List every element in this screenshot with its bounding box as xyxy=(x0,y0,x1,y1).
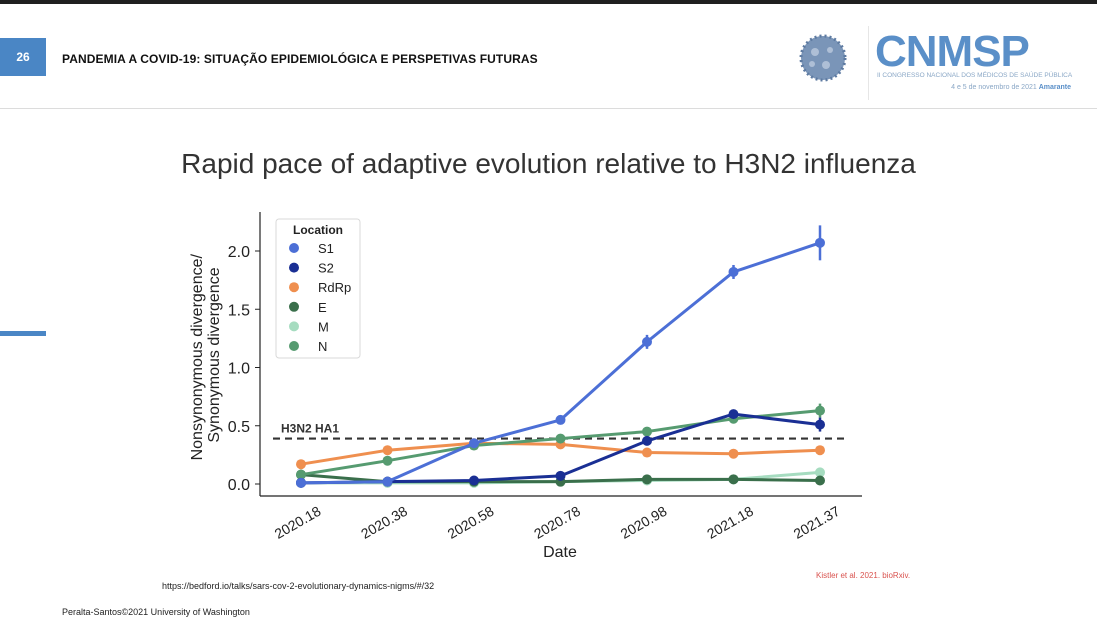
logo-date: 4 e 5 de novembro de 2021 Amarante xyxy=(951,84,1071,91)
data-point-s2 xyxy=(642,435,652,446)
data-point-n xyxy=(382,455,393,466)
data-point-rdrp xyxy=(382,445,393,456)
data-point-s1 xyxy=(296,477,306,488)
data-point-s1 xyxy=(469,438,479,449)
data-point-e xyxy=(642,474,652,485)
data-point-rdrp xyxy=(815,445,825,456)
logo-text: CNMSP xyxy=(875,27,1030,76)
data-point-s2 xyxy=(555,470,566,481)
cnmsp-logo: CNMSP II CONGRESSO NACIONAL DOS MÉDICOS … xyxy=(868,26,1077,100)
data-point-e xyxy=(728,474,739,485)
series-rdrp xyxy=(296,438,825,470)
slide-number: 26 xyxy=(0,38,46,76)
source-url[interactable]: https://bedford.io/talks/sars-cov-2-evol… xyxy=(162,581,435,591)
legend-label-n: N xyxy=(318,339,327,354)
x-axis-label: Date xyxy=(543,544,577,561)
legend-marker-e xyxy=(289,301,299,312)
x-tick-label: 2020.58 xyxy=(445,503,497,542)
x-tick-label: 2020.98 xyxy=(618,503,670,542)
logo-subtitle: II CONGRESSO NACIONAL DOS MÉDICOS DE SAÚ… xyxy=(877,72,1073,79)
data-point-s2 xyxy=(728,409,739,420)
data-point-n xyxy=(815,405,825,416)
legend-label-s1: S1 xyxy=(318,241,334,256)
legend-marker-n xyxy=(289,341,299,351)
data-point-e xyxy=(815,475,825,486)
data-point-s2 xyxy=(469,475,479,486)
legend-label-s2: S2 xyxy=(318,261,334,276)
data-point-s1 xyxy=(728,266,739,277)
header-divider xyxy=(0,108,1097,109)
data-point-rdrp xyxy=(296,459,306,470)
y-tick-label: 1.0 xyxy=(228,361,250,378)
x-tick-label: 2020.38 xyxy=(358,503,410,542)
legend-label-rdrp: RdRp xyxy=(318,280,351,295)
x-tick-label: 2020.78 xyxy=(531,503,583,542)
data-point-s1 xyxy=(815,237,825,248)
data-point-m xyxy=(815,467,825,478)
legend-marker-s2 xyxy=(289,262,299,273)
data-point-s1 xyxy=(382,476,393,487)
chart-legend: Location S1 S2 RdRp EMN xyxy=(275,218,361,359)
x-tick-label: 2020.18 xyxy=(272,503,324,542)
data-point-rdrp xyxy=(728,448,739,459)
y-tick-label: 2.0 xyxy=(228,244,250,261)
data-point-n xyxy=(296,469,306,480)
y-tick-label: 0.0 xyxy=(228,477,250,494)
data-point-n xyxy=(642,426,652,437)
data-point-n xyxy=(555,433,566,444)
slide-title: Rapid pace of adaptive evolution relativ… xyxy=(181,148,916,179)
top-bar xyxy=(0,0,1097,4)
y-axis-label: Nonsynonymous divergence/ Synonymous div… xyxy=(189,250,223,461)
legend-label-m: M xyxy=(318,319,329,334)
legend-marker-s1 xyxy=(289,243,299,253)
data-point-s2 xyxy=(815,419,825,430)
legend-title: Location xyxy=(293,223,343,237)
y-tick-label: 1.5 xyxy=(228,302,250,319)
legend-marker-rdrp xyxy=(289,282,299,293)
data-point-rdrp xyxy=(642,447,652,458)
data-point-s1 xyxy=(642,336,652,347)
y-axis-label-line-1: Nonsynonymous divergence/ xyxy=(189,254,206,461)
legend-marker-m xyxy=(289,321,299,332)
legend-label-e: E xyxy=(318,300,327,315)
y-tick-label: 0.5 xyxy=(228,419,250,436)
header-title: PANDEMIA A COVID-19: SITUAÇÃO EPIDEMIOLÓ… xyxy=(62,52,538,66)
y-axis-label-line-2: Synonymous divergence xyxy=(206,267,223,442)
x-tick-label: 2021.18 xyxy=(704,503,756,542)
citation: Kistler et al. 2021. bioRxiv. xyxy=(816,571,911,580)
coronavirus-icon xyxy=(799,34,847,82)
footer-credit: Peralta-Santos©2021 University of Washin… xyxy=(62,607,250,617)
x-tick-label: 2021.37 xyxy=(791,503,843,542)
h3n2-reference-label: H3N2 HA1 xyxy=(281,422,339,436)
side-accent xyxy=(0,331,46,336)
series-s1 xyxy=(296,225,825,488)
data-point-s1 xyxy=(555,414,566,425)
